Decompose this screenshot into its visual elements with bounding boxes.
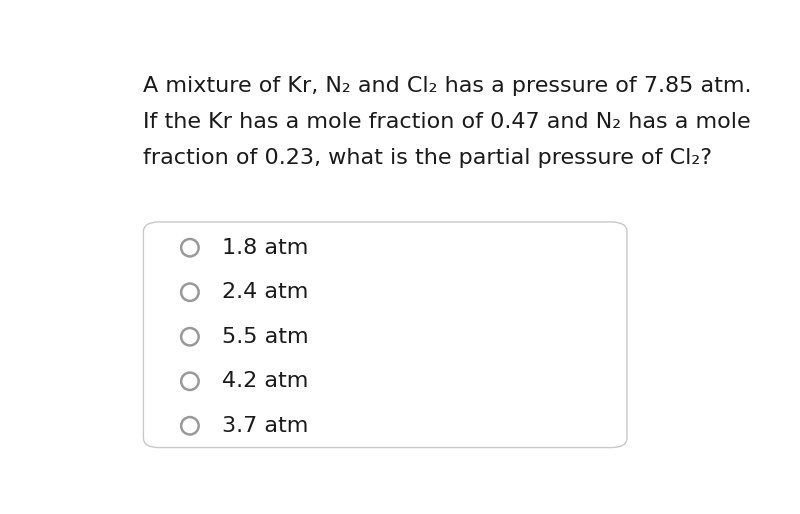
Text: 1.8 atm: 1.8 atm xyxy=(222,237,309,258)
Text: 5.5 atm: 5.5 atm xyxy=(222,327,309,347)
Text: 4.2 atm: 4.2 atm xyxy=(222,371,309,391)
Text: fraction of 0.23, what is the partial pressure of Cl₂?: fraction of 0.23, what is the partial pr… xyxy=(143,149,712,169)
Ellipse shape xyxy=(181,239,198,256)
Text: 3.7 atm: 3.7 atm xyxy=(222,416,309,436)
Ellipse shape xyxy=(181,284,198,301)
Ellipse shape xyxy=(181,417,198,434)
Ellipse shape xyxy=(181,373,198,390)
Text: 2.4 atm: 2.4 atm xyxy=(222,282,309,302)
Text: If the Kr has a mole fraction of 0.47 and N₂ has a mole: If the Kr has a mole fraction of 0.47 an… xyxy=(143,112,751,132)
Ellipse shape xyxy=(181,328,198,345)
FancyBboxPatch shape xyxy=(143,222,627,448)
Text: A mixture of Kr, N₂ and Cl₂ has a pressure of 7.85 atm.: A mixture of Kr, N₂ and Cl₂ has a pressu… xyxy=(143,76,752,96)
